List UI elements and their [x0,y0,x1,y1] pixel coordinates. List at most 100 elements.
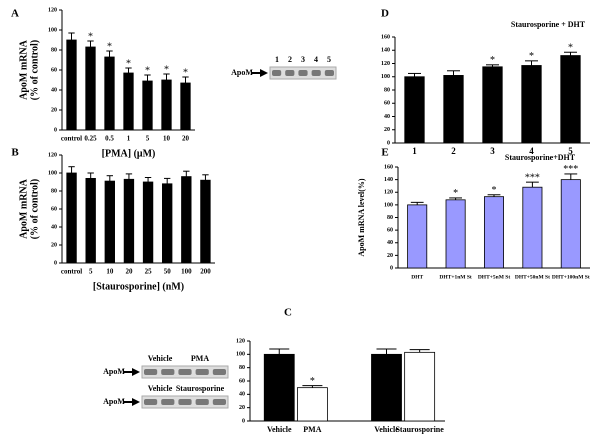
y-tick-label: 0 [54,127,57,133]
y-tick-label: 60 [51,67,57,73]
bar [371,353,402,422]
band [161,399,175,405]
y-tick-label: 120 [48,7,57,13]
y-tick-label: 80 [387,215,393,221]
blot-label: ApoM [103,397,125,406]
y-tick-label: 0 [242,418,245,424]
band [195,399,209,405]
bar [404,76,425,144]
significance: * [107,41,112,52]
x-tick-label: 0.5 [105,135,114,143]
significance: * [88,31,93,42]
band [285,70,295,76]
lane-label: 3 [301,55,305,64]
lane-label: 5 [327,55,331,64]
band [144,369,158,375]
y-tick-label: 100 [236,352,245,358]
bar [142,80,153,131]
panel-label: D [381,8,389,20]
x-tick-label: control [61,268,82,276]
bar [181,176,192,264]
chart-title: Staurosporine + DHT [511,20,586,29]
panel-label: C [284,307,292,319]
y-tick-label: 40 [51,224,57,230]
panel-label: A [11,8,19,20]
bar [560,55,581,144]
bar [407,204,428,269]
bar [104,56,115,131]
x-tick-label: control [61,135,82,143]
x-tick-label: 1 [412,146,417,156]
x-axis-label: [Staurosporine] (nM) [93,281,184,292]
band [144,399,158,405]
blot-label: ApoM [231,68,253,77]
x-tick-label: 100 [181,268,192,276]
x-tick-label: 10 [163,135,171,143]
x-tick-label: 1 [127,135,131,143]
lane-label: 2 [288,55,292,64]
band [298,70,308,76]
y-axis-label: (% of control) [29,179,40,239]
significance: * [126,58,131,69]
lane-label: 1 [275,55,279,64]
significance: * [183,67,188,78]
bar [123,72,134,131]
y-tick-label: 20 [387,253,393,259]
x-tick-label: 20 [182,135,190,143]
band [272,70,282,76]
y-tick-label: 20 [51,107,57,113]
y-axis-label: ApoM mRNA [18,39,29,99]
x-tick-label: 5 [568,146,573,156]
x-tick-label: Staurosporine [395,425,444,434]
x-axis-label: [PMA] (μM) [102,148,156,159]
bar [104,180,115,264]
bar [85,177,96,264]
bar [445,199,466,269]
bar [521,65,542,144]
y-tick-label: 40 [387,240,393,246]
bar [200,179,211,264]
bar [483,196,504,269]
y-tick-label: 80 [384,87,390,93]
bar [142,181,154,264]
y-axis-label: ApoM mRNA level(%) [357,178,366,257]
x-tick-label: 10 [106,268,114,276]
y-tick-label: 100 [48,170,57,176]
y-tick-label: 20 [239,405,245,411]
y-tick-label: 0 [54,260,57,266]
band [311,70,321,76]
bar [560,179,581,269]
y-axis-label: ApoM mRNA [18,178,29,238]
x-tick-label: 0.25 [84,135,97,143]
significance: *** [525,172,540,183]
band [212,369,226,375]
x-tick-label: 5 [89,268,93,276]
x-tick-label: DHT+100nM St [552,274,590,280]
lane-label: 4 [314,55,318,64]
y-tick-label: 100 [384,202,393,208]
x-tick-label: DHT+50nM St [515,274,550,280]
x-tick-label: PMA [303,425,321,434]
x-tick-label: 2 [451,146,456,156]
bar [66,172,77,264]
y-tick-label: 40 [51,87,57,93]
band [178,369,192,375]
significance: * [310,376,315,387]
bar [161,79,172,131]
lane-label: PMA [191,354,209,363]
y-tick-label: 40 [239,392,245,398]
y-tick-label: 80 [51,47,57,53]
significance: *** [563,164,578,175]
bar [180,82,191,131]
x-tick-label: Vehicle [267,425,292,434]
y-tick-label: 80 [239,365,245,371]
y-tick-label: 140 [384,177,393,183]
y-tick-label: 80 [51,188,57,194]
significance: * [145,65,150,76]
x-tick-label: DHT+1nM St [439,274,471,280]
y-tick-label: 60 [384,101,390,107]
y-tick-label: 160 [384,164,393,170]
significance: * [164,64,169,75]
chart-title: Staurosporine+DHT [505,153,576,162]
